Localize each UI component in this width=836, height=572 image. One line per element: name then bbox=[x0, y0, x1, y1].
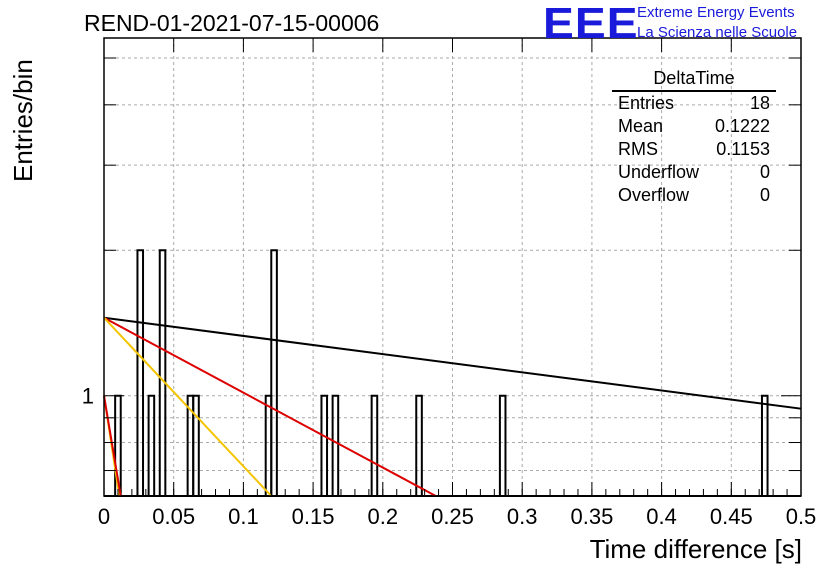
x-tick-label: 0.3 bbox=[507, 504, 538, 529]
stats-row-underflow: Underflow 0 bbox=[612, 161, 776, 184]
stats-row-entries: Entries 18 bbox=[612, 92, 776, 115]
stats-value: 0.1222 bbox=[714, 116, 770, 136]
x-tick-label: 0.2 bbox=[368, 504, 399, 529]
histogram-bin bbox=[270, 249, 278, 496]
stats-row-rms: RMS 0.1153 bbox=[612, 138, 776, 161]
x-tick-label: 0.25 bbox=[431, 504, 474, 529]
x-tick-label: 0.15 bbox=[292, 504, 335, 529]
grid-layer bbox=[104, 38, 801, 496]
stats-value: 18 bbox=[749, 93, 770, 113]
histogram-bin bbox=[415, 394, 423, 496]
x-tick-label: 0.4 bbox=[646, 504, 677, 529]
histogram-bin bbox=[498, 394, 507, 496]
stats-value: 0 bbox=[759, 162, 770, 182]
histogram-bin bbox=[192, 394, 200, 496]
stats-row-mean: Mean 0.1222 bbox=[612, 115, 776, 138]
y-axis-label: Entries/bin bbox=[8, 59, 38, 182]
run-title: REND-01-2021-07-15-00006 bbox=[84, 10, 380, 36]
axis-layer: 0 0.05 0.1 0.15 0.2 0.25 0.3 0.35 0.4 0.45 0.5 1 bbox=[82, 37, 817, 529]
fit-layer bbox=[103, 316, 802, 497]
stats-label: Overflow bbox=[618, 185, 690, 205]
histogram-bin bbox=[370, 394, 379, 496]
stats-label: Entries bbox=[618, 93, 675, 113]
fit-line bbox=[103, 316, 802, 410]
stats-row-overflow: Overflow 0 bbox=[612, 184, 776, 207]
stats-title: DeltaTime bbox=[612, 68, 776, 92]
stats-box: DeltaTime Entries 18 Mean 0.1222 RMS 0.1… bbox=[612, 68, 776, 207]
x-axis-label: Time difference [s] bbox=[589, 534, 802, 564]
histogram-bin bbox=[331, 394, 340, 496]
x-tick-label: 0.05 bbox=[152, 504, 195, 529]
x-tick-label: 0.45 bbox=[710, 504, 753, 529]
x-tick-label: 0.35 bbox=[570, 504, 613, 529]
stats-label: Mean bbox=[618, 116, 664, 136]
eee-tagline-1: Extreme Energy Events bbox=[637, 4, 795, 21]
stats-label: RMS bbox=[618, 139, 658, 159]
stats-label: Underflow bbox=[618, 162, 700, 182]
histogram-bin bbox=[760, 394, 769, 496]
histogram-bin bbox=[320, 394, 329, 496]
fit-line bbox=[103, 395, 122, 497]
histogram-bin bbox=[158, 249, 167, 496]
stats-value: 0 bbox=[759, 185, 770, 205]
y-tick-label: 1 bbox=[82, 384, 94, 409]
x-tick-label: 0.5 bbox=[786, 504, 817, 529]
x-tick-label: 0 bbox=[98, 504, 110, 529]
histogram-bin bbox=[136, 249, 145, 496]
eee-tagline-2: La Scienza nelle Scuole bbox=[637, 24, 798, 41]
stats-value: 0.1153 bbox=[716, 139, 770, 159]
x-tick-label: 0.1 bbox=[228, 504, 259, 529]
eee-logo: EEE bbox=[543, 0, 639, 48]
histogram-bin bbox=[147, 394, 156, 496]
fit-line bbox=[103, 317, 273, 497]
fit-line bbox=[103, 316, 437, 497]
